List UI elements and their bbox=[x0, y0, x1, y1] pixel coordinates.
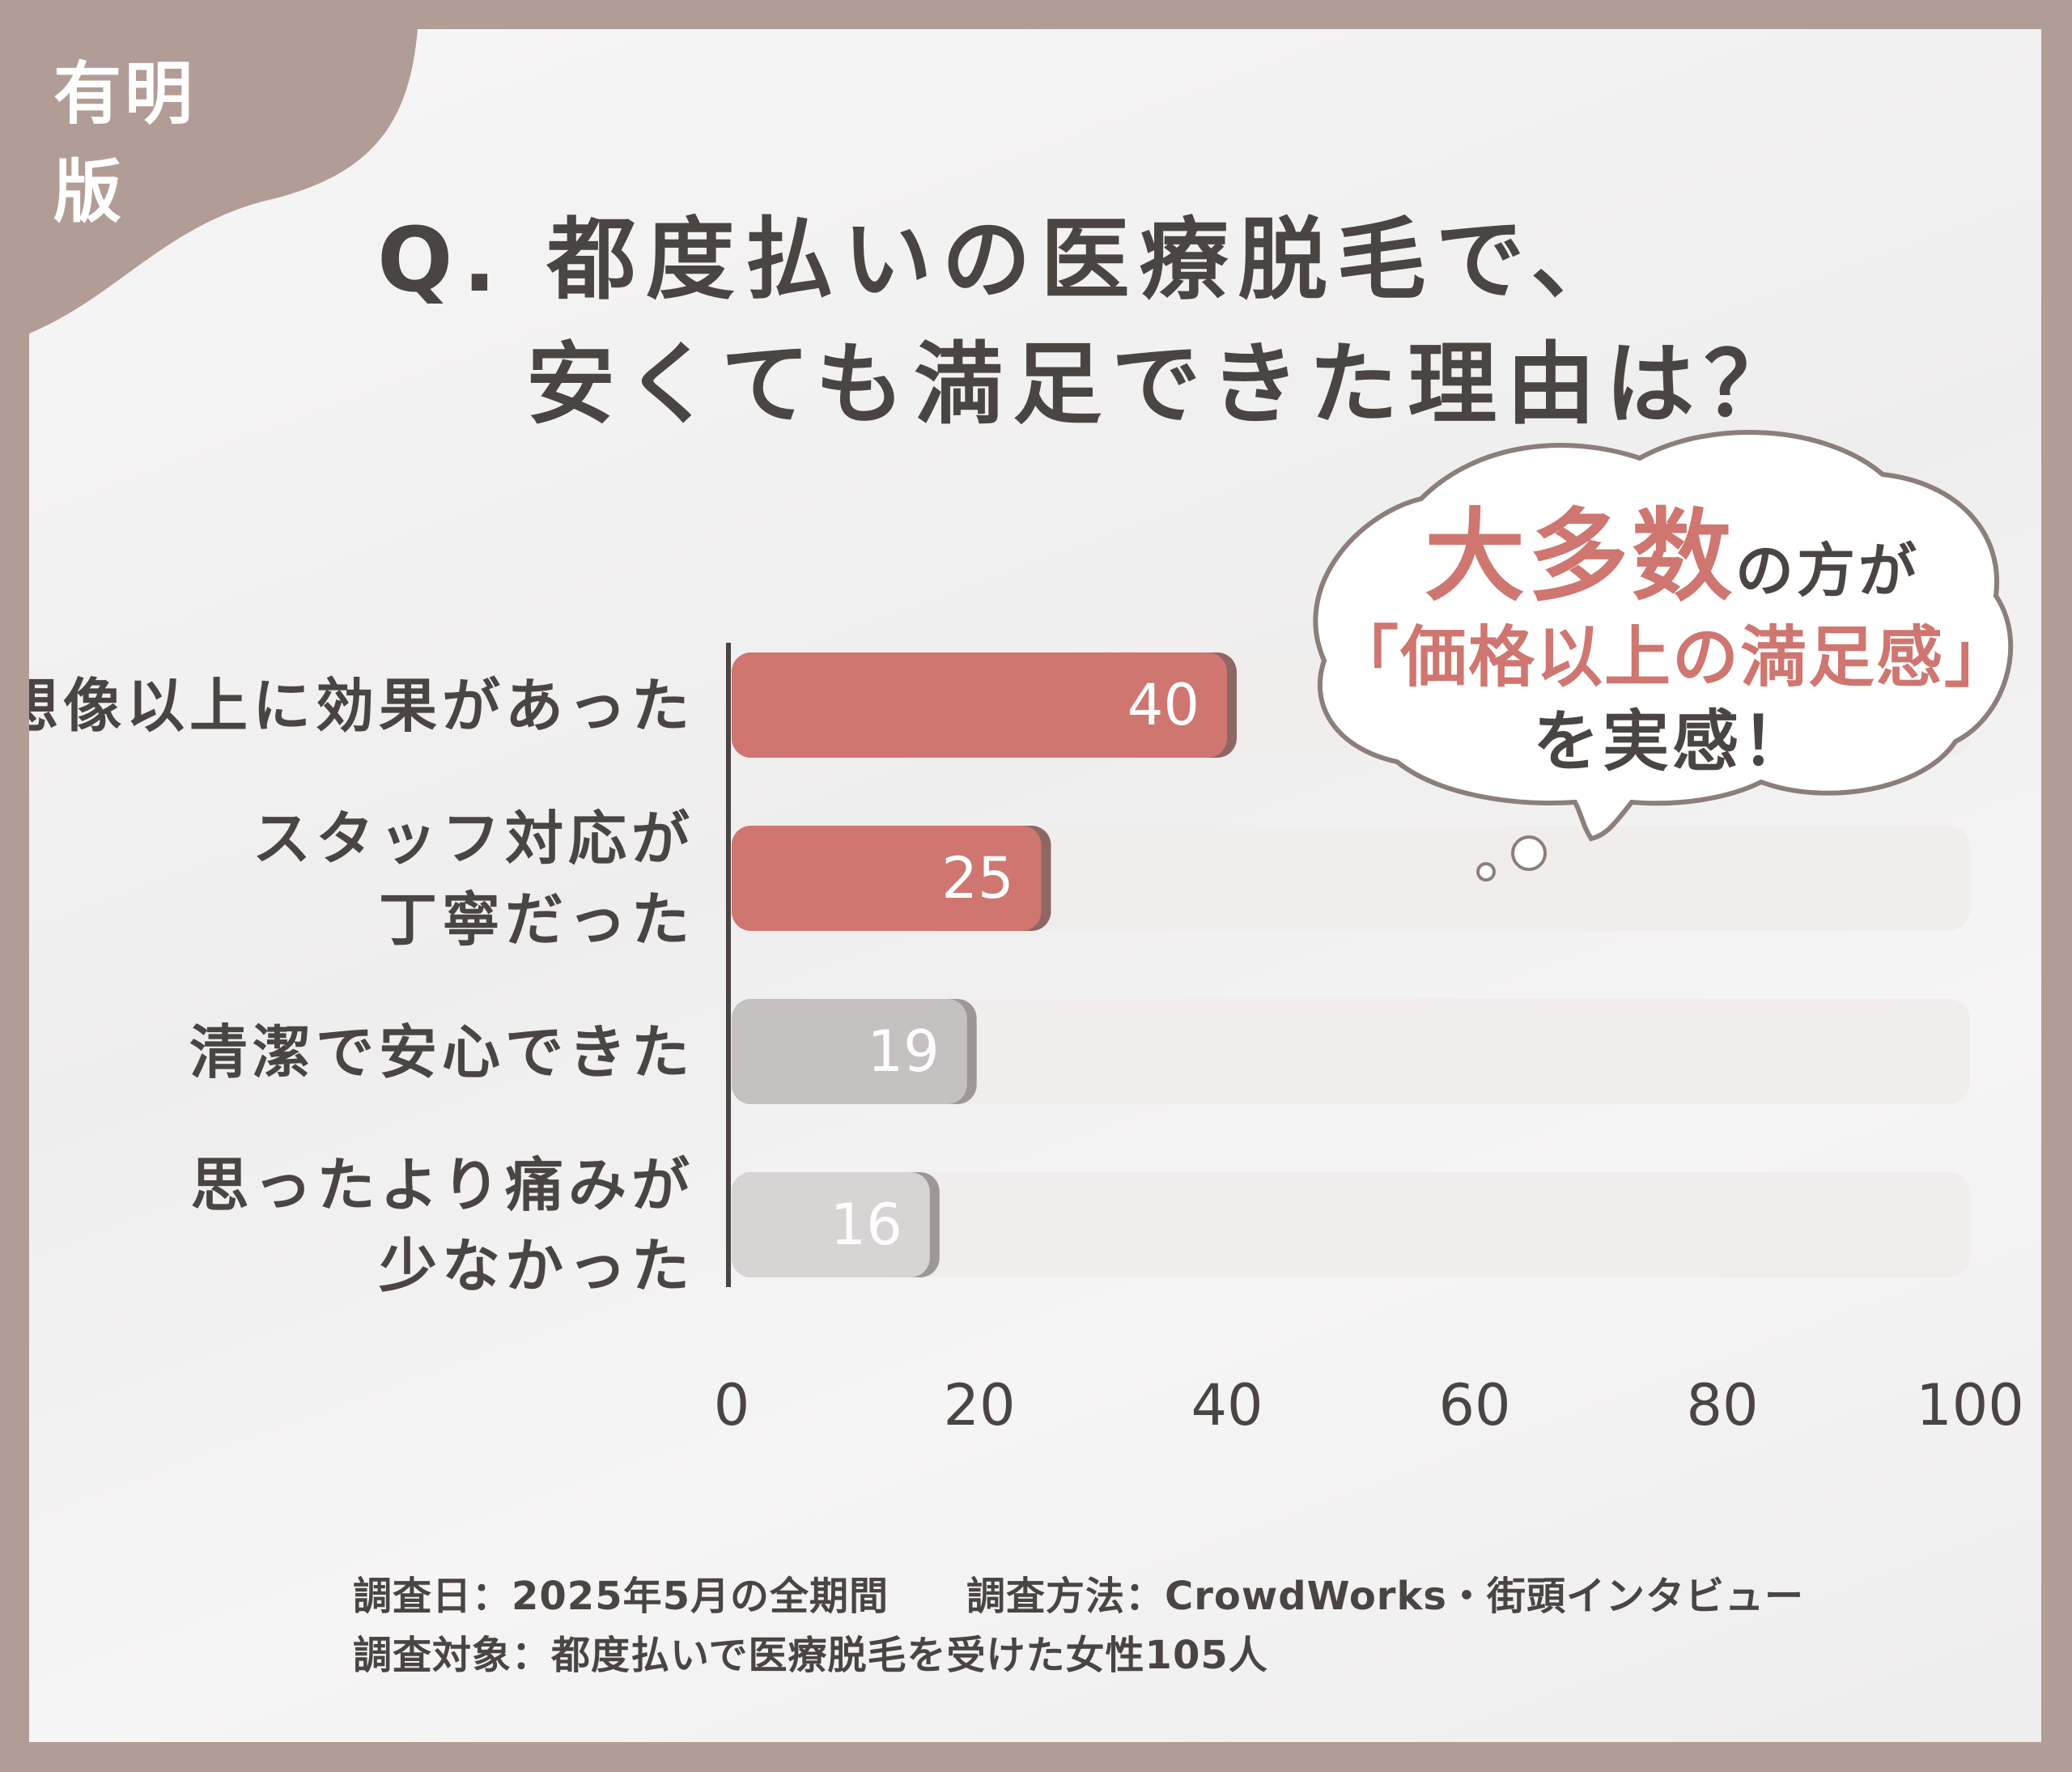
callout-line-1-rest: の方が bbox=[1735, 537, 1921, 605]
bar-value-label: 25 bbox=[941, 845, 1013, 911]
footnote-line-1: 調査日：2025年5月の全期間 調査方法：CrowdWorks・街頭インタビュー bbox=[353, 1577, 1804, 1616]
bubble-dot-large bbox=[1511, 835, 1547, 871]
bar-track bbox=[732, 999, 1970, 1104]
survey-method: 調査方法：CrowdWorks・街頭インタビュー bbox=[966, 1574, 1804, 1619]
survey-date: 調査日：2025年5月の全期間 bbox=[353, 1574, 889, 1619]
callout-line-1: 大多数の方が bbox=[1308, 507, 2036, 607]
x-tick-label: 80 bbox=[1686, 1372, 1758, 1438]
category-label: 思ったより痛みが bbox=[190, 1151, 694, 1219]
bar-value-label: 40 bbox=[1127, 672, 1199, 738]
chart-card: 有明版 Q. 都度払いの医療脱毛で、 安くても満足できた理由は？ 4025191… bbox=[29, 29, 2041, 1742]
bar bbox=[732, 652, 1227, 758]
category-label: 丁寧だった bbox=[379, 886, 694, 954]
x-tick-label: 0 bbox=[714, 1372, 750, 1438]
callout-highlight: 大多数 bbox=[1424, 499, 1735, 615]
bar-value-label: 19 bbox=[868, 1018, 940, 1085]
callout-line-3: を実感！ bbox=[1532, 703, 1811, 780]
category-label: 想像以上に効果があった bbox=[29, 672, 694, 740]
survey-target: 調査対象：都度払いで医療脱毛を受けた女性105人 bbox=[353, 1633, 1268, 1678]
bar-track bbox=[732, 1172, 1970, 1277]
corner-decoration bbox=[29, 29, 418, 334]
title-line-2: 安くても満足できた理由は？ bbox=[526, 333, 1803, 436]
bar-value-label: 16 bbox=[830, 1192, 902, 1258]
category-label: 清潔で安心できた bbox=[189, 1018, 694, 1086]
bar-chart: 40 25 19 16 想像以上に効果があったスタッフ対応が丁寧だった清潔で安心できた… bbox=[29, 430, 2024, 1438]
x-tick-label: 40 bbox=[1191, 1372, 1263, 1438]
category-label: 少なかった bbox=[379, 1232, 694, 1300]
x-tick-label: 100 bbox=[1916, 1372, 2024, 1438]
x-axis-ticks: 0 20 40 60 80 100 bbox=[714, 1372, 2024, 1438]
bar bbox=[732, 1172, 930, 1277]
category-label: スタッフ対応が bbox=[253, 805, 694, 873]
title-line-1: Q. 都度払いの医療脱毛で、 bbox=[377, 208, 1630, 312]
callout-line-2: 「価格以上の満足感」 bbox=[1331, 619, 2012, 696]
bar bbox=[732, 826, 1042, 931]
speech-bubble bbox=[1313, 430, 2014, 842]
x-tick-label: 20 bbox=[943, 1372, 1015, 1438]
bubble-dot-small bbox=[1476, 862, 1496, 882]
x-tick-label: 60 bbox=[1438, 1372, 1510, 1438]
bars: 40 25 19 16 bbox=[732, 652, 1237, 1277]
category-labels: 想像以上に効果があったスタッフ対応が丁寧だった清潔で安心できた思ったより痛みが少… bbox=[29, 672, 694, 1300]
bar bbox=[732, 999, 967, 1104]
